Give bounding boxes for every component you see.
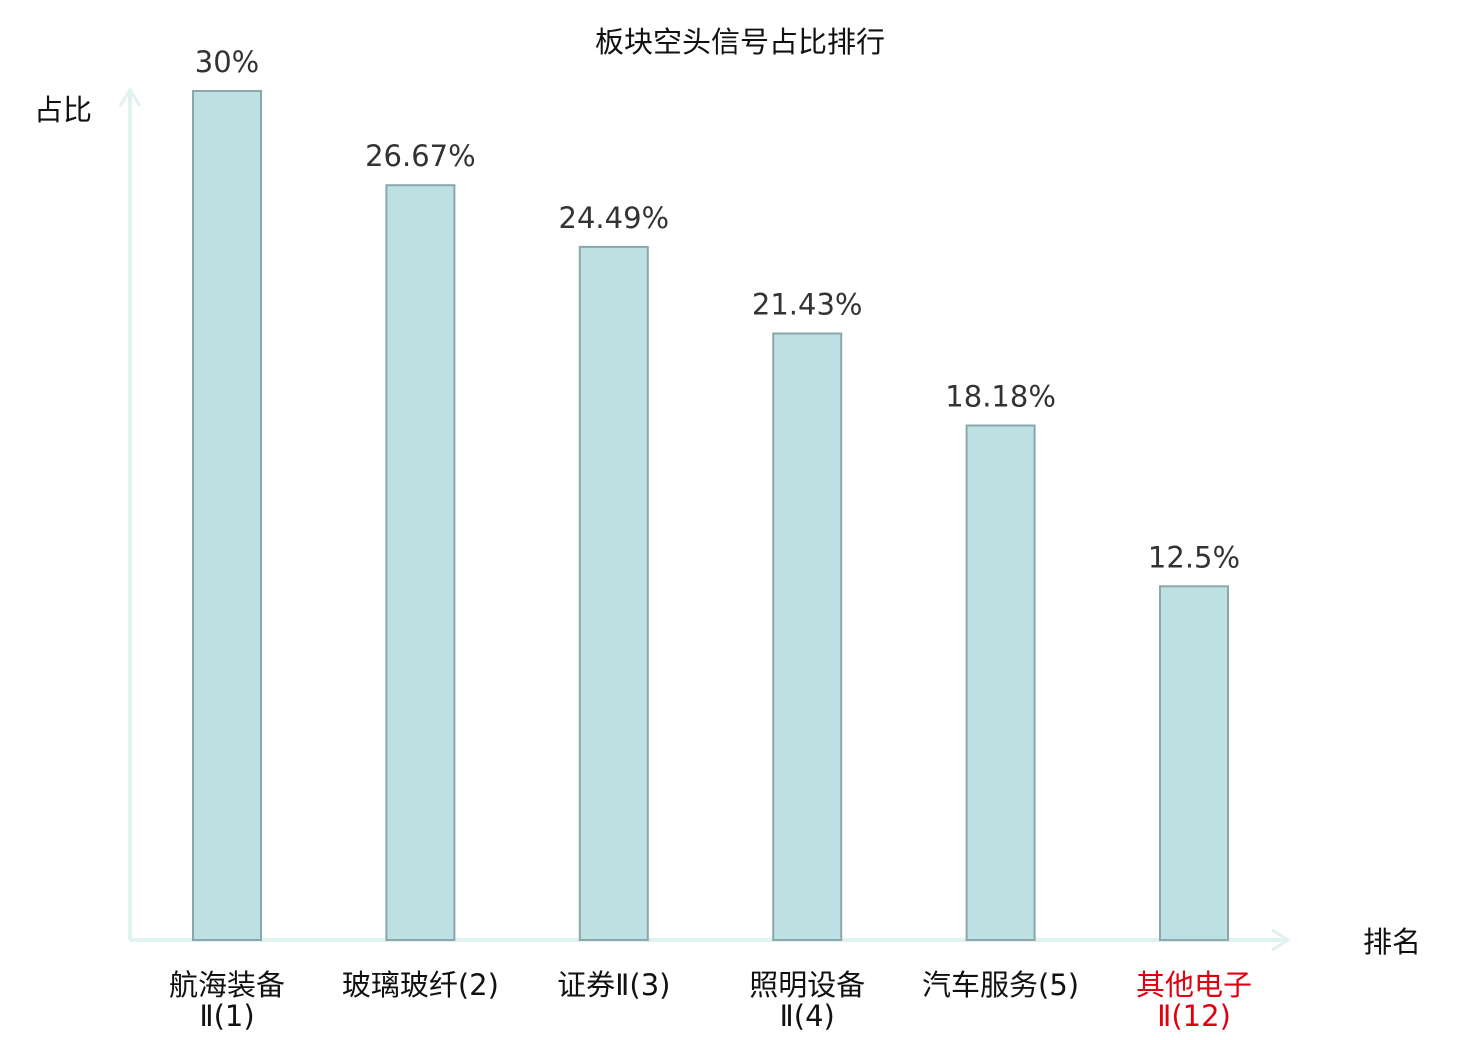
category-label: 航海装备 bbox=[169, 968, 285, 1002]
chart-title: 板块空头信号占比排行 bbox=[595, 25, 885, 59]
bar bbox=[1159, 585, 1229, 942]
category-label: 照明设备 bbox=[749, 968, 865, 1002]
bar bbox=[578, 245, 649, 941]
category-label: 玻璃玻纤(2) bbox=[342, 968, 499, 1002]
data-label: 12.5% bbox=[1148, 540, 1240, 574]
bars-group bbox=[192, 90, 1229, 942]
x-axis-label: 排名 bbox=[1363, 925, 1421, 959]
x-axis-arrow bbox=[1271, 928, 1291, 952]
category-label: 证券Ⅱ(3) bbox=[557, 968, 670, 1002]
category-label: 其他电子 bbox=[1136, 968, 1252, 1002]
category-label-line2: Ⅱ(1) bbox=[199, 999, 254, 1033]
y-axis-label: 占比 bbox=[34, 93, 92, 127]
data-label: 30% bbox=[195, 45, 259, 79]
data-label: 24.49% bbox=[559, 201, 670, 235]
data-label: 18.18% bbox=[945, 380, 1056, 414]
y-axis-arrow bbox=[118, 87, 142, 107]
bar bbox=[965, 424, 1036, 941]
category-label: 汽车服务(5) bbox=[922, 968, 1079, 1002]
data-label: 21.43% bbox=[752, 288, 863, 322]
bar bbox=[385, 184, 456, 941]
axes bbox=[118, 87, 1291, 952]
value-labels-group: 30% 26.67% 24.49% 21.43% 18.18% 12.5% bbox=[195, 45, 1240, 574]
bar bbox=[192, 90, 262, 941]
bar bbox=[772, 332, 843, 941]
data-label: 26.67% bbox=[365, 139, 476, 173]
category-label-line2: Ⅱ(4) bbox=[780, 999, 835, 1033]
category-label-line2: Ⅱ(12) bbox=[1157, 999, 1231, 1033]
